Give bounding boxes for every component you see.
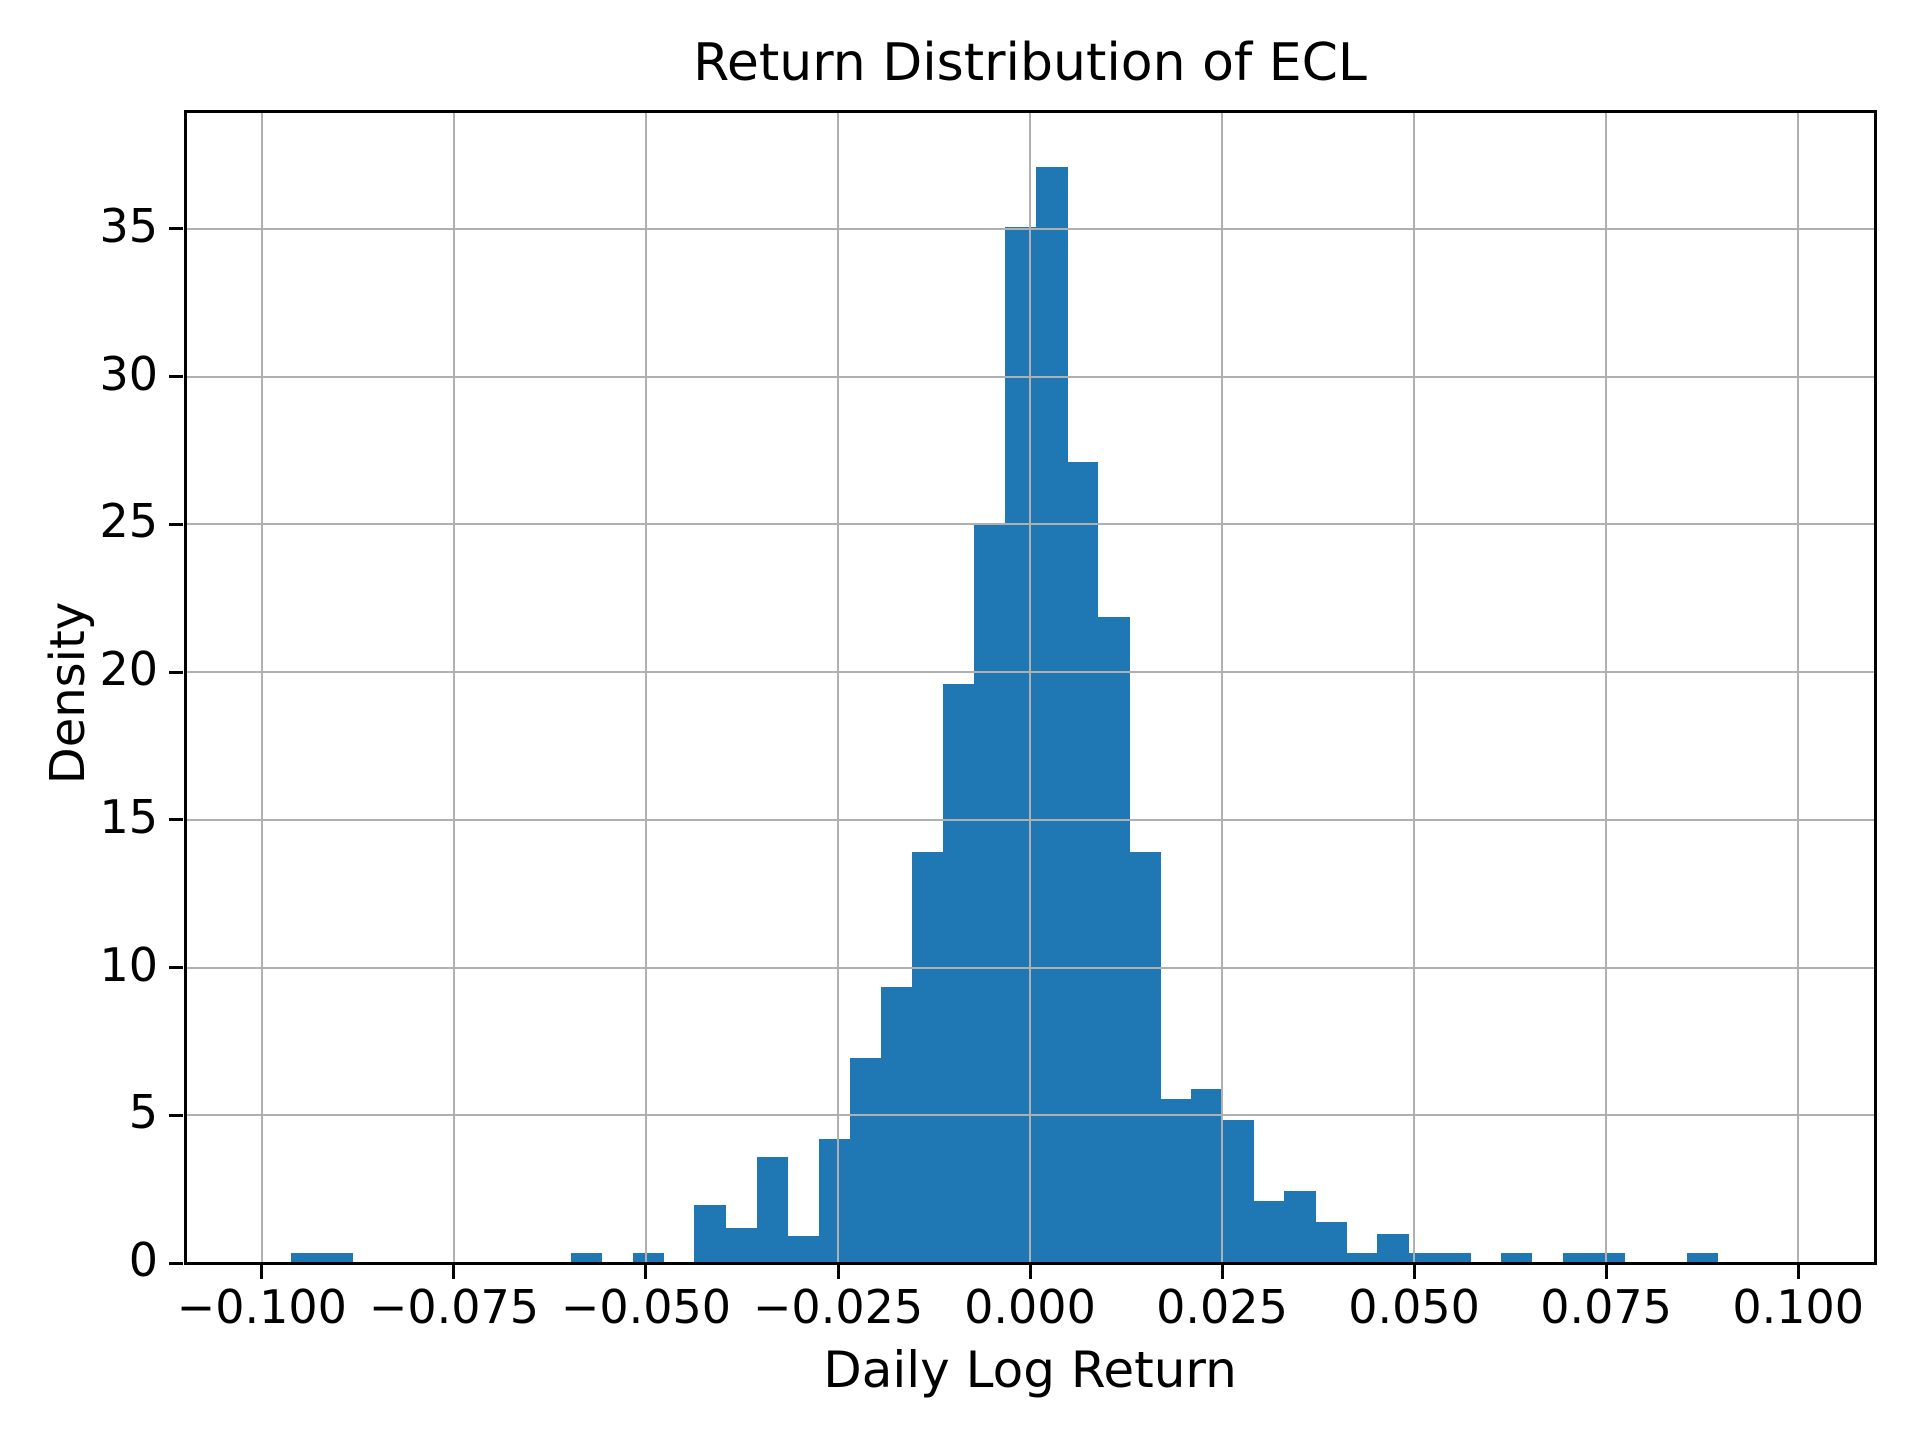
- x-tick-mark: [1796, 1265, 1800, 1279]
- x-gridline: [452, 111, 455, 1263]
- histogram-bar: [1346, 1252, 1379, 1263]
- x-gridline: [260, 111, 263, 1263]
- x-gridline: [644, 111, 647, 1263]
- histogram-bar: [1500, 1252, 1533, 1263]
- y-tick-label: 20: [99, 642, 158, 697]
- histogram-bar: [1129, 852, 1161, 1263]
- histogram-bar: [1407, 1252, 1440, 1263]
- histogram-bar: [1563, 1252, 1595, 1263]
- histogram-bar: [570, 1252, 603, 1263]
- y-tick-label: 0: [128, 1233, 158, 1287]
- histogram-bar: [756, 1156, 789, 1263]
- histogram-bar: [1066, 462, 1099, 1263]
- histogram-bar: [1284, 1190, 1316, 1263]
- y-gridline: [185, 818, 1875, 821]
- x-gridline: [1029, 111, 1031, 1263]
- y-tick-mark: [169, 227, 183, 231]
- x-tick-label: −0.100: [176, 1280, 347, 1334]
- y-tick-label: 25: [99, 494, 158, 549]
- x-tick-mark: [1412, 1265, 1416, 1279]
- x-tick-mark: [644, 1265, 648, 1279]
- histogram-bar: [1439, 1252, 1471, 1263]
- y-tick-mark: [169, 818, 183, 822]
- y-tick-mark: [169, 1261, 183, 1265]
- histogram-bar: [911, 852, 944, 1263]
- histogram-bar: [1098, 617, 1130, 1263]
- histogram-bar: [1593, 1252, 1626, 1263]
- x-tick-label: −0.025: [752, 1280, 924, 1334]
- histogram-bar: [1222, 1119, 1254, 1263]
- x-tick-label: 0.100: [1732, 1280, 1865, 1334]
- histogram-bar: [943, 683, 975, 1263]
- histogram-bar: [1377, 1233, 1409, 1263]
- y-tick-mark: [169, 670, 183, 674]
- x-tick-label: 0.025: [1156, 1280, 1288, 1334]
- x-tick-label: 0.075: [1540, 1280, 1672, 1334]
- x-tick-label: −0.075: [368, 1280, 540, 1334]
- x-gridline: [1797, 111, 1800, 1263]
- y-axis-label: Density: [40, 601, 96, 785]
- histogram-bar: [973, 524, 1006, 1263]
- y-tick-mark: [169, 966, 183, 969]
- histogram-bar: [1686, 1252, 1719, 1263]
- x-tick-label: 0.000: [964, 1280, 1096, 1334]
- histogram-bar: [788, 1236, 820, 1263]
- x-tick-mark: [260, 1265, 264, 1279]
- histogram-bar: [291, 1252, 323, 1263]
- x-axis-label: Daily Log Return: [823, 1341, 1237, 1399]
- x-tick-mark: [1220, 1265, 1224, 1279]
- x-tick-label: 0.050: [1348, 1280, 1480, 1334]
- y-tick-label: 30: [99, 346, 158, 401]
- x-tick-mark: [1604, 1265, 1608, 1279]
- histogram-bar: [1191, 1088, 1223, 1263]
- x-tick-mark: [1028, 1265, 1032, 1279]
- histogram-bar: [818, 1138, 851, 1263]
- x-tick-mark: [836, 1265, 840, 1279]
- histogram-bar: [1253, 1201, 1286, 1263]
- y-tick-label: 5: [128, 1085, 158, 1140]
- histogram-bar: [321, 1252, 354, 1263]
- y-tick-label: 10: [99, 937, 158, 992]
- x-tick-label: −0.050: [560, 1280, 732, 1334]
- y-gridline: [185, 227, 1875, 230]
- y-gridline: [185, 1114, 1875, 1117]
- axes-spines: [183, 109, 1877, 1265]
- y-gridline: [185, 966, 1875, 969]
- histogram-bar: [1315, 1221, 1347, 1263]
- y-tick-label: 15: [99, 789, 158, 844]
- histogram-bar: [1160, 1099, 1193, 1263]
- y-gridline: [185, 523, 1875, 526]
- histogram-bar: [694, 1205, 726, 1263]
- chart-title: Return Distribution of ECL: [693, 33, 1367, 93]
- histogram-bar: [632, 1252, 665, 1263]
- y-gridline: [185, 671, 1875, 674]
- histogram-bar: [1005, 227, 1037, 1263]
- x-gridline: [1221, 111, 1223, 1263]
- y-tick-mark: [169, 375, 183, 379]
- y-tick-mark: [169, 1113, 183, 1117]
- x-gridline: [837, 111, 839, 1263]
- x-tick-mark: [452, 1265, 456, 1279]
- histogram-bar: [1036, 166, 1068, 1263]
- histogram-bar: [881, 986, 913, 1263]
- x-gridline: [1413, 111, 1416, 1263]
- y-tick-mark: [169, 522, 183, 526]
- histogram-bar: [850, 1057, 882, 1263]
- histogram-bar: [725, 1227, 758, 1263]
- x-gridline: [1605, 111, 1608, 1263]
- y-gridline: [185, 375, 1875, 378]
- y-tick-label: 35: [99, 198, 158, 253]
